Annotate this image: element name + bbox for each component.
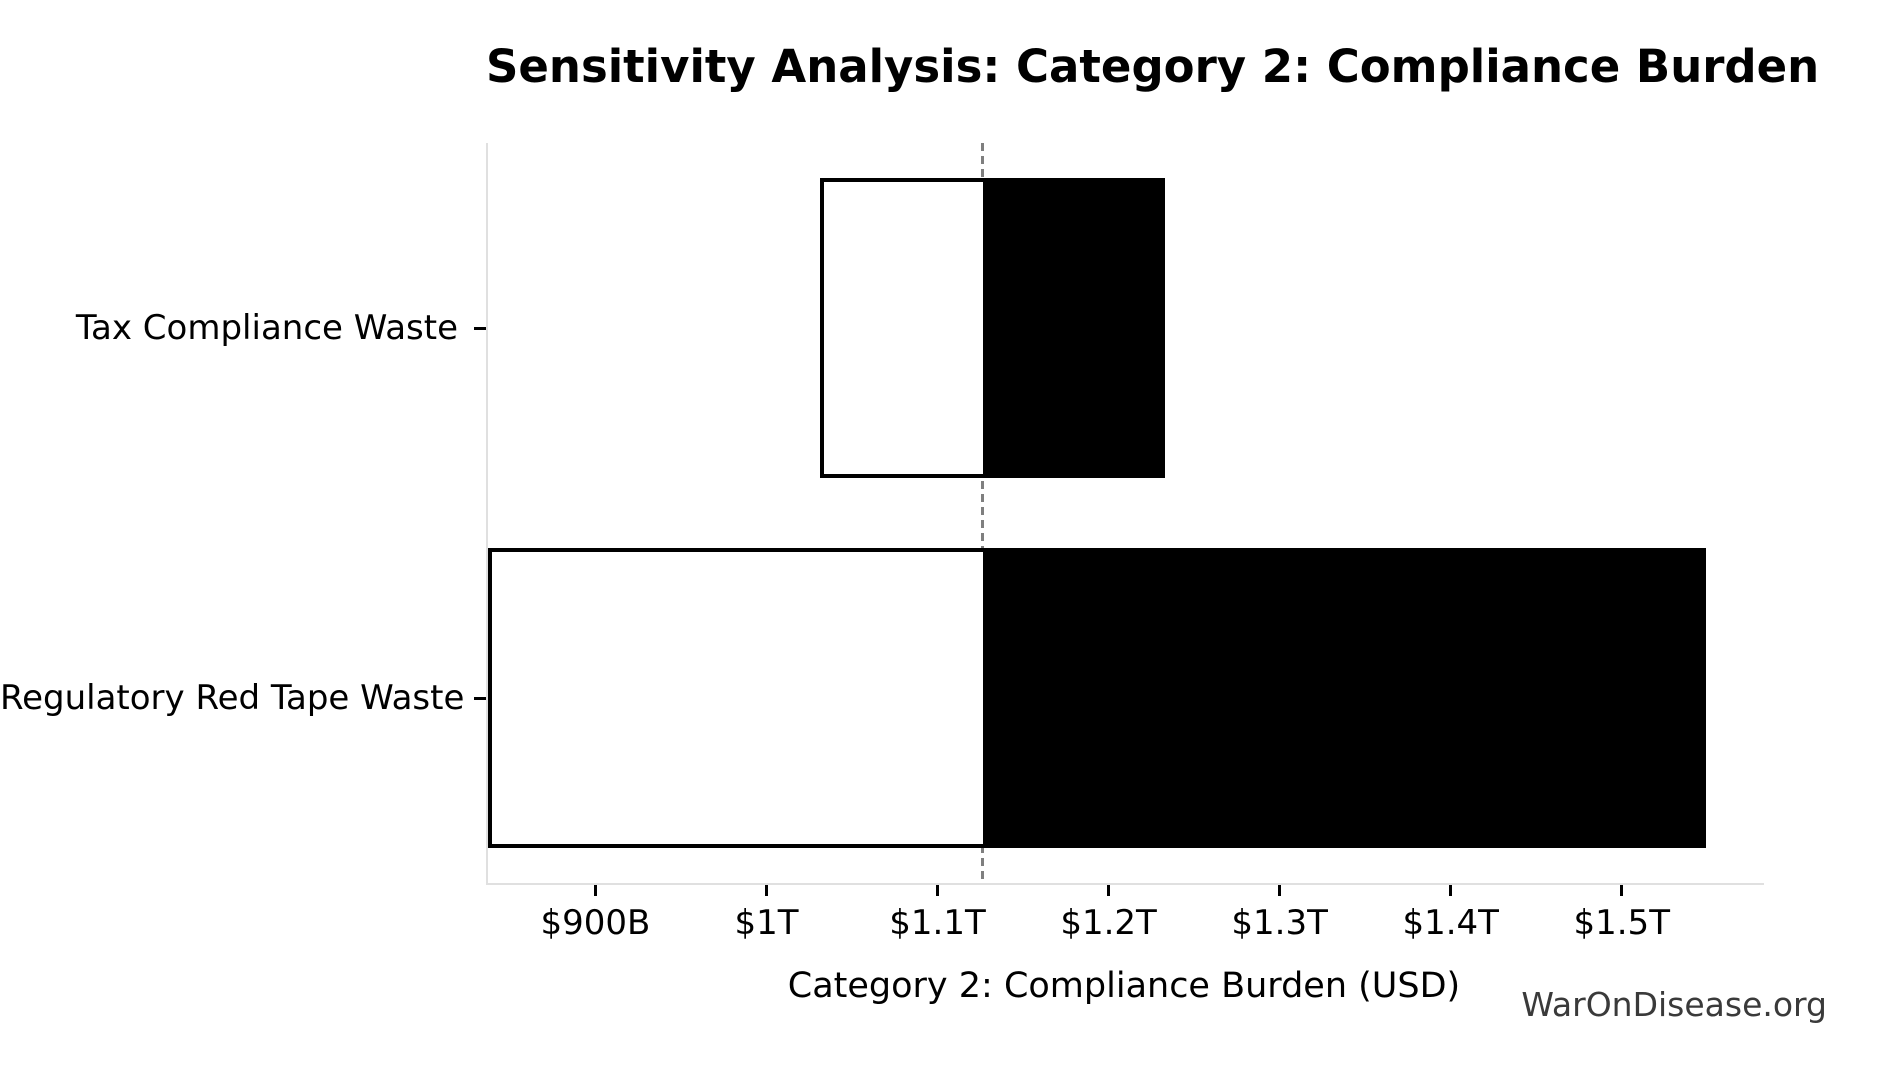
- x-tick-mark: [765, 885, 768, 896]
- x-tick-mark: [593, 885, 597, 896]
- baseline-dashed-line: [980, 143, 984, 883]
- y-category-label: Regulatory Red Tape Waste: [0, 678, 465, 718]
- x-tick-label: $1T: [734, 903, 799, 943]
- watermark-text: WarOnDisease.org: [1521, 985, 1827, 1024]
- x-tick-mark: [1278, 885, 1282, 896]
- x-tick-label: $1.4T: [1402, 903, 1499, 943]
- y-category-label: Tax Compliance Waste: [75, 308, 458, 348]
- x-tick-label: $900B: [540, 903, 651, 943]
- x-tick-mark: [1449, 885, 1453, 896]
- x-tick-mark: [1107, 885, 1111, 896]
- x-tick-mark: [1620, 885, 1624, 896]
- y-tick-mark: [474, 696, 486, 700]
- chart-title: Sensitivity Analysis: Category 2: Compli…: [486, 40, 1820, 93]
- bar-high-segment: [982, 182, 1162, 474]
- x-axis-label: Category 2: Compliance Burden (USD): [787, 966, 1461, 1006]
- bar-high-segment: [983, 552, 1702, 844]
- bar-low-segment: [823, 182, 983, 474]
- bar-low-segment: [492, 552, 984, 844]
- x-tick-mark: [936, 885, 940, 896]
- x-tick-label: $1.3T: [1231, 903, 1328, 943]
- tornado-bar: [488, 548, 1706, 848]
- tornado-bar: [819, 178, 1166, 478]
- y-tick-mark: [474, 326, 486, 330]
- plot-area: [486, 143, 1764, 885]
- x-tick-label: $1.1T: [889, 903, 986, 943]
- x-tick-label: $1.5T: [1573, 903, 1670, 943]
- x-tick-label: $1.2T: [1060, 903, 1157, 943]
